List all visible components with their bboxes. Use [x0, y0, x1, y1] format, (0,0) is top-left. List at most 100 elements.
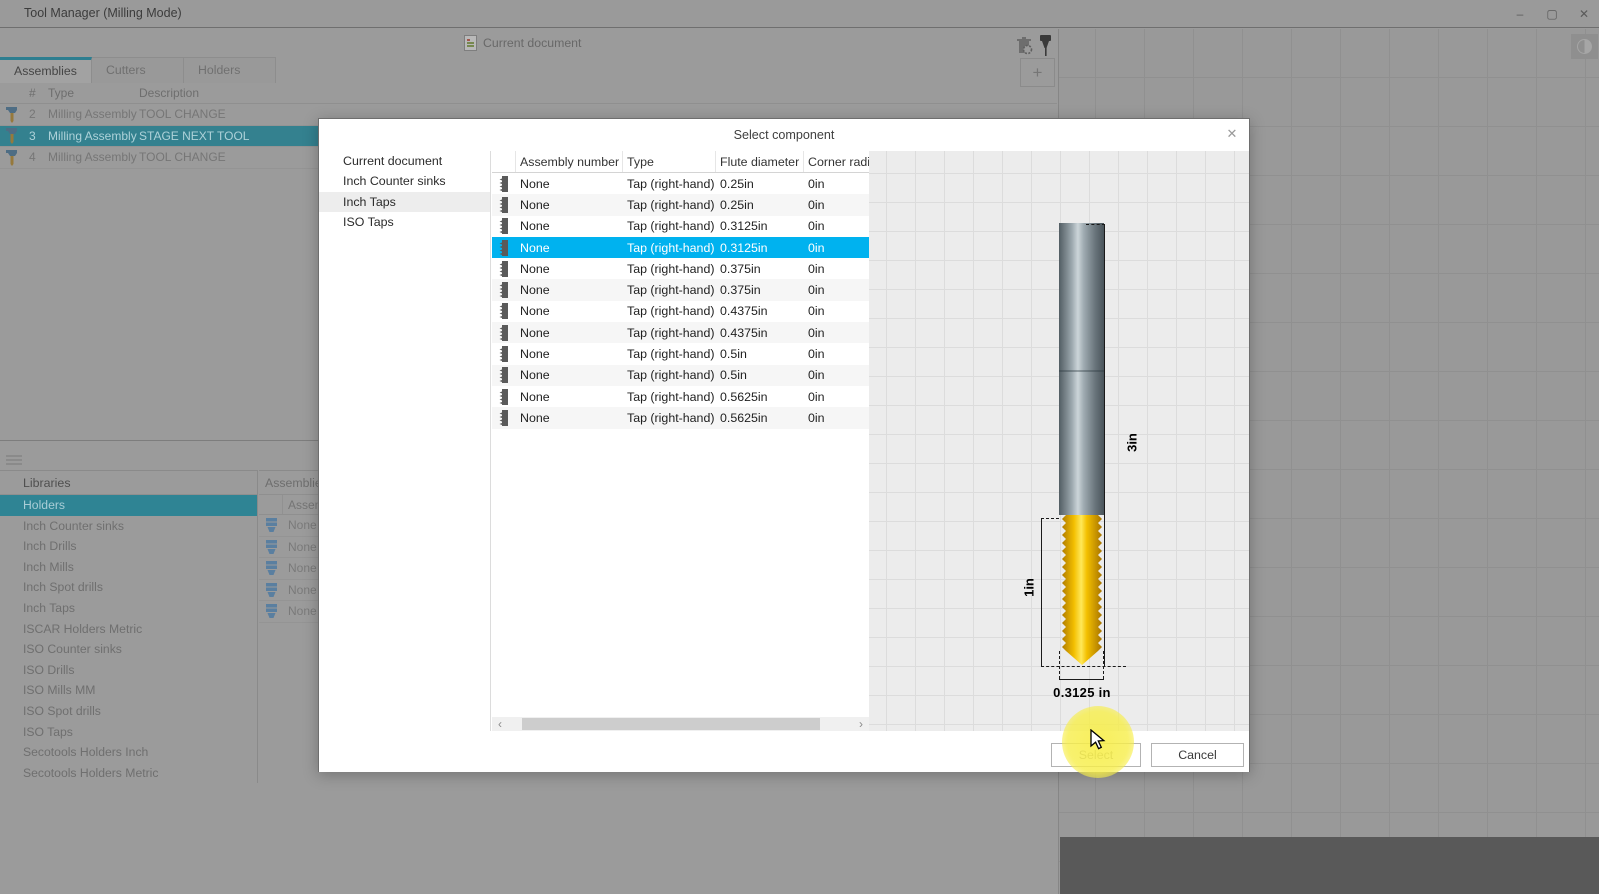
pin-tool-icon[interactable] [1039, 34, 1052, 57]
scroll-right-icon[interactable]: › [859, 717, 863, 731]
cell-corner-radius: 0in [808, 261, 825, 276]
cell-num: 2 [29, 107, 36, 121]
cell-assembly-number: None [520, 368, 550, 383]
cell-assembly-number: None [520, 283, 550, 298]
tap-tool-drawing [1059, 223, 1104, 665]
horizontal-scrollbar[interactable]: ‹ › [492, 717, 869, 731]
delete-tool-icon[interactable] [1016, 36, 1033, 55]
add-assembly-button[interactable]: + [1020, 58, 1055, 87]
tap-icon [492, 175, 516, 192]
cell-num: 4 [29, 150, 36, 164]
component-row[interactable]: None Tap (right-hand) 0.25in 0in [492, 194, 869, 216]
dimension-bottom-dash [1041, 666, 1126, 667]
cell-type: Tap (right-hand) [627, 219, 715, 234]
component-row[interactable]: None Tap (right-hand) 0.4375in 0in [492, 301, 869, 322]
component-row[interactable]: None Tap (right-hand) 0.25in 0in [492, 173, 869, 194]
cell-type: Tap (right-hand) [627, 347, 715, 362]
title-bar: Tool Manager (Milling Mode) – ▢ ✕ [0, 0, 1599, 28]
cell-assembly-number: None [520, 261, 550, 276]
top-toolbar: Current document [0, 29, 1057, 57]
library-item[interactable]: Inch Spot drills [23, 580, 103, 595]
diameter-label: 0.3125 in [1053, 685, 1111, 700]
current-document-tab[interactable]: Current document [464, 33, 581, 53]
cell-corner-radius: 0in [808, 325, 825, 340]
libraries-list: Holders Inch Counter sinks Inch Drills Inch… [0, 495, 257, 783]
col-type: Type [623, 151, 716, 172]
library-item[interactable]: Inch Drills [23, 539, 77, 554]
dimension-diameter-line [1059, 679, 1104, 680]
flute-length-label: 1in [1021, 578, 1037, 597]
cancel-button[interactable]: Cancel [1151, 743, 1244, 767]
select-component-dialog: Select component ✕ Current document Inch … [318, 118, 1250, 772]
tap-icon [492, 324, 516, 341]
cell-flute-diameter: 0.4375in [720, 304, 768, 319]
library-item[interactable]: Inch Counter sinks [23, 518, 124, 533]
cell-flute-diameter: 0.3125in [720, 219, 768, 234]
library-item[interactable]: ISO Counter sinks [23, 642, 122, 657]
cell-assembly-number: None [520, 197, 550, 212]
component-row[interactable]: None Tap (right-hand) 0.3125in 0in [492, 216, 869, 237]
component-row[interactable]: None Tap (right-hand) 0.5625in 0in [492, 407, 869, 429]
cell-corner-radius: 0in [808, 197, 825, 212]
library-item[interactable]: Secotools Holders Inch [23, 745, 149, 760]
cell-num: 3 [29, 128, 36, 143]
library-item[interactable]: ISO Mills MM [23, 683, 96, 698]
category-item[interactable]: Inch Taps [319, 191, 490, 213]
component-row[interactable]: None Tap (right-hand) 0.4375in 0in [492, 322, 869, 344]
library-item[interactable]: Inch Taps [23, 600, 75, 615]
tab[interactable]: Cutters [92, 57, 184, 83]
close-button[interactable]: ✕ [1578, 7, 1590, 21]
dimension-tick-left [1059, 651, 1060, 679]
tap-icon [492, 303, 516, 320]
cell-type: Tap (right-hand) [627, 304, 715, 319]
cell-type: Milling Assembly [48, 150, 137, 164]
tab[interactable]: Holders [184, 57, 276, 83]
component-row[interactable]: None Tap (right-hand) 0.5in 0in [492, 343, 869, 364]
current-document-label: Current document [483, 36, 582, 50]
library-item[interactable]: ISO Taps [23, 724, 73, 739]
cell-type: Milling Assembly [48, 107, 137, 121]
splitter-grip[interactable] [6, 455, 22, 467]
category-item[interactable]: Current document [343, 154, 443, 168]
tap-icon [492, 367, 516, 384]
library-item[interactable]: Holders [0, 495, 257, 516]
category-item[interactable]: ISO Taps [343, 215, 394, 230]
cell-type: Tap (right-hand) [627, 240, 715, 255]
col-flute-diameter: Flute diameter [716, 151, 804, 172]
dialog-close-icon[interactable]: ✕ [1226, 126, 1238, 141]
minimize-button[interactable]: – [1516, 7, 1524, 21]
library-item[interactable]: ISCAR Holders Metric [23, 621, 143, 636]
scroll-left-icon[interactable]: ‹ [498, 717, 502, 731]
library-item[interactable]: Inch Mills [23, 559, 74, 574]
library-item[interactable]: ISO Drills [23, 662, 75, 677]
tap-icon [492, 409, 516, 426]
library-item[interactable]: ISO Spot drills [23, 703, 101, 718]
cell-flute-diameter: 0.4375in [720, 325, 768, 340]
col-num: # [29, 86, 36, 100]
component-row[interactable]: None Tap (right-hand) 0.5in 0in [492, 364, 869, 386]
library-item[interactable]: Secotools Holders Metric [23, 765, 159, 780]
component-row[interactable]: None Tap (right-hand) 0.375in 0in [492, 279, 869, 301]
component-row[interactable]: None Tap (right-hand) 0.3125in 0in [492, 236, 869, 259]
cell-holder-name: None [288, 539, 317, 554]
col-assembly: Assem [288, 498, 325, 512]
cell-description: TOOL CHANGE [139, 107, 226, 121]
category-item[interactable]: Inch Counter sinks [343, 174, 446, 189]
tab[interactable]: Assemblies [0, 57, 92, 83]
mouse-cursor [1090, 729, 1106, 750]
component-row[interactable]: None Tap (right-hand) 0.375in 0in [492, 258, 869, 279]
cell-assembly-number: None [520, 410, 550, 425]
holder-icon [259, 582, 283, 598]
cell-assembly-number: None [520, 176, 550, 191]
cell-holder-name: None [288, 561, 317, 576]
scrollbar-thumb[interactable] [522, 718, 820, 730]
tool-preview: 3in 1in 0.3125 in [869, 151, 1249, 731]
cell-type: Tap (right-hand) [627, 261, 715, 276]
component-row[interactable]: None Tap (right-hand) 0.5625in 0in [492, 386, 869, 407]
tap-icon [492, 346, 516, 363]
cell-flute-diameter: 0.25in [720, 176, 754, 191]
cell-corner-radius: 0in [808, 283, 825, 298]
contrast-toggle-icon[interactable] [1571, 34, 1598, 59]
maximize-button[interactable]: ▢ [1546, 7, 1558, 21]
cell-type: Tap (right-hand) [627, 197, 715, 212]
